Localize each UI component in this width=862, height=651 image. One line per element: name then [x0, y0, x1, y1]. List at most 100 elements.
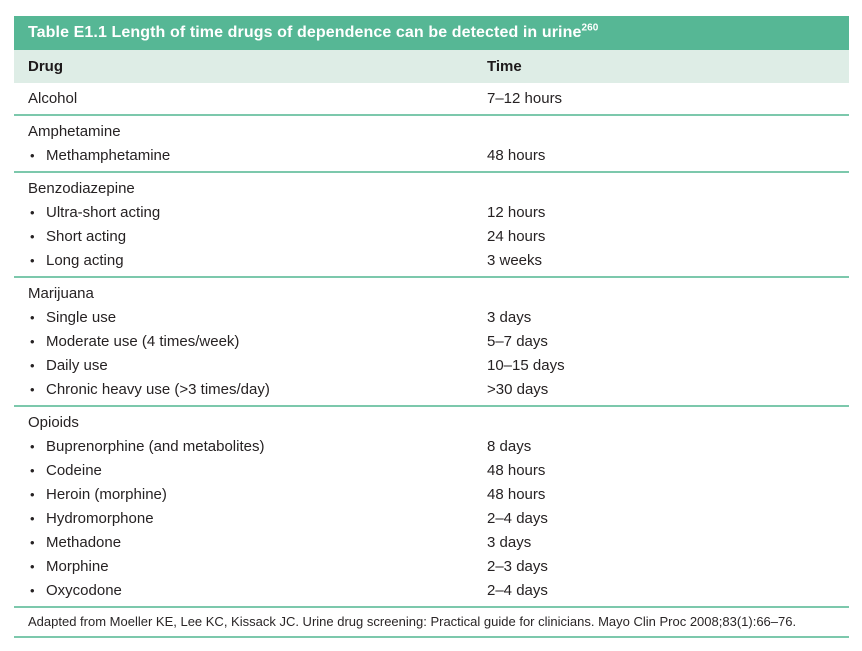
drug-label: Ultra-short acting [46, 204, 161, 221]
drug-item-cell: • Methamphetamine [30, 144, 170, 168]
time-value: 10–15 days [487, 357, 565, 374]
drug-label: Oxycodone [46, 582, 122, 599]
table-row: • Methamphetamine 48 hours [14, 144, 849, 168]
bullet-icon: • [30, 487, 35, 502]
drug-label: Amphetamine [28, 123, 121, 140]
bullet-icon: • [30, 535, 35, 550]
drug-label: Single use [46, 309, 117, 326]
time-value: 3 weeks [487, 252, 543, 269]
time-value: 7–12 hours [487, 90, 563, 107]
table-section: Marijuana • Single use 3 days • Moderate use … [14, 278, 849, 407]
drug-label: Hydromorphone [46, 510, 154, 527]
drug-detection-table: Table E1.1 Length of time drugs of depen… [14, 16, 849, 638]
table-row: Opioids [14, 411, 849, 435]
table-row: Benzodiazepine [14, 177, 849, 201]
drug-item-cell: • Hydromorphone [30, 507, 154, 531]
drug-label: Daily use [46, 357, 108, 374]
time-value: 2–4 days [487, 582, 548, 599]
bullet-icon: • [30, 463, 35, 478]
table-title-bar: Table E1.1 Length of time drugs of depen… [14, 16, 849, 50]
bullet-icon: • [30, 253, 35, 268]
bullet-icon: • [30, 229, 35, 244]
drug-item-cell: • Daily use [30, 354, 108, 378]
table-row: • Heroin (morphine) 48 hours [14, 483, 849, 507]
drug-label: Short acting [46, 228, 127, 245]
table-row: • Long acting 3 weeks [14, 249, 849, 273]
drug-item-cell: • Morphine [30, 555, 109, 579]
column-header-drug: Drug [28, 58, 63, 75]
table-row: • Daily use 10–15 days [14, 354, 849, 378]
drug-group-cell: Alcohol [28, 87, 77, 111]
bullet-icon: • [30, 583, 35, 598]
table-section: Alcohol 7–12 hours [14, 83, 849, 116]
drug-item-cell: • Moderate use (4 times/week) [30, 330, 239, 354]
drug-item-cell: • Codeine [30, 459, 102, 483]
drug-label: Methamphetamine [46, 147, 171, 164]
drug-item-cell: • Long acting [30, 249, 124, 273]
drug-label: Methadone [46, 534, 122, 551]
drug-group-cell: Benzodiazepine [28, 177, 135, 201]
drug-group-cell: Marijuana [28, 282, 94, 306]
bullet-icon: • [30, 439, 35, 454]
time-value: 2–4 days [487, 510, 548, 527]
table-section: Amphetamine • Methamphetamine 48 hours [14, 116, 849, 173]
bullet-icon: • [30, 358, 35, 373]
bullet-icon: • [30, 559, 35, 574]
drug-item-cell: • Methadone [30, 531, 121, 555]
drug-label: Alcohol [28, 90, 78, 107]
bullet-icon: • [30, 310, 35, 325]
drug-label: Long acting [46, 252, 124, 269]
table-row: • Ultra-short acting 12 hours [14, 201, 849, 225]
table-row: • Oxycodone 2–4 days [14, 579, 849, 603]
drug-group-cell: Amphetamine [28, 120, 121, 144]
table-title: Table E1.1 Length of time drugs of depen… [28, 24, 582, 41]
time-value: >30 days [487, 381, 549, 398]
time-value: 48 hours [487, 147, 546, 164]
time-value: 2–3 days [487, 558, 548, 575]
drug-item-cell: • Ultra-short acting [30, 201, 160, 225]
bullet-icon: • [30, 205, 35, 220]
table-row: • Short acting 24 hours [14, 225, 849, 249]
table-row: • Morphine 2–3 days [14, 555, 849, 579]
drug-item-cell: • Oxycodone [30, 579, 122, 603]
drug-item-cell: • Buprenorphine (and metabolites) [30, 435, 264, 459]
time-value: 8 days [487, 438, 532, 455]
drug-label: Opioids [28, 414, 79, 431]
drug-item-cell: • Single use [30, 306, 116, 330]
bullet-icon: • [30, 511, 35, 526]
drug-label: Chronic heavy use (>3 times/day) [46, 381, 270, 398]
drug-group-cell: Opioids [28, 411, 79, 435]
bullet-icon: • [30, 148, 35, 163]
table-title-reference: 260 [581, 22, 599, 34]
table-row: Amphetamine [14, 120, 849, 144]
time-value: 12 hours [487, 204, 546, 221]
column-header-time: Time [487, 58, 522, 75]
table-section: Benzodiazepine • Ultra-short acting 12 hour… [14, 173, 849, 278]
drug-label: Heroin (morphine) [46, 486, 167, 503]
table-row: • Single use 3 days [14, 306, 849, 330]
column-header-row: Drug Time [14, 50, 849, 83]
table-row: • Methadone 3 days [14, 531, 849, 555]
drug-label: Morphine [46, 558, 109, 575]
table-row: • Chronic heavy use (>3 times/day) >30 day… [14, 378, 849, 402]
drug-label: Buprenorphine (and metabolites) [46, 438, 265, 455]
table-footnote: Adapted from Moeller KE, Lee KC, Kissack… [28, 614, 797, 629]
drug-label: Marijuana [28, 285, 94, 302]
drug-item-cell: • Chronic heavy use (>3 times/day) [30, 378, 270, 402]
drug-label: Benzodiazepine [28, 180, 135, 197]
table-body: Alcohol 7–12 hours Amphetamine • Methampheta… [14, 83, 849, 608]
time-value: 3 days [487, 309, 532, 326]
bullet-icon: • [30, 334, 35, 349]
table-row: • Moderate use (4 times/week) 5–7 days [14, 330, 849, 354]
table-footnote-row: Adapted from Moeller KE, Lee KC, Kissack… [14, 608, 849, 638]
time-value: 48 hours [487, 486, 546, 503]
time-value: 3 days [487, 534, 532, 551]
time-value: 48 hours [487, 462, 546, 479]
bullet-icon: • [30, 382, 35, 397]
drug-item-cell: • Short acting [30, 225, 126, 249]
drug-label: Moderate use (4 times/week) [46, 333, 240, 350]
table-row: • Hydromorphone 2–4 days [14, 507, 849, 531]
table-row: Alcohol 7–12 hours [14, 87, 849, 111]
table-row: Marijuana [14, 282, 849, 306]
time-value: 24 hours [487, 228, 546, 245]
